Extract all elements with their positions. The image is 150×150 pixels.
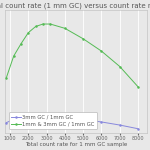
3mm GC / 1mm GC <box>49 116 51 117</box>
3mm GC / 1mm GC <box>42 115 44 117</box>
1mm & 3mm GC / 1mm GC <box>49 23 51 25</box>
3mm GC / 1mm GC <box>119 124 121 126</box>
Line: 1mm & 3mm GC / 1mm GC: 1mm & 3mm GC / 1mm GC <box>6 23 139 87</box>
3mm GC / 1mm GC <box>82 119 84 120</box>
1mm & 3mm GC / 1mm GC <box>119 66 121 68</box>
3mm GC / 1mm GC <box>64 117 66 118</box>
Title: total count rate (1 mm GC) versus count rate ratio: total count rate (1 mm GC) versus count … <box>0 3 150 9</box>
3mm GC / 1mm GC <box>27 116 29 117</box>
Legend: 3mm GC / 1mm GC, 1mm & 3mm GC / 1mm GC: 3mm GC / 1mm GC, 1mm & 3mm GC / 1mm GC <box>9 112 97 129</box>
1mm & 3mm GC / 1mm GC <box>35 26 37 27</box>
3mm GC / 1mm GC <box>20 117 22 118</box>
1mm & 3mm GC / 1mm GC <box>137 86 139 88</box>
3mm GC / 1mm GC <box>6 122 7 123</box>
X-axis label: Total count rate for 1 mm GC sample: Total count rate for 1 mm GC sample <box>25 142 127 147</box>
1mm & 3mm GC / 1mm GC <box>82 38 84 40</box>
3mm GC / 1mm GC <box>13 119 15 120</box>
3mm GC / 1mm GC <box>137 128 139 130</box>
3mm GC / 1mm GC <box>101 121 102 123</box>
1mm & 3mm GC / 1mm GC <box>20 43 22 45</box>
1mm & 3mm GC / 1mm GC <box>13 55 15 57</box>
3mm GC / 1mm GC <box>35 115 37 117</box>
1mm & 3mm GC / 1mm GC <box>101 50 102 52</box>
1mm & 3mm GC / 1mm GC <box>27 32 29 34</box>
1mm & 3mm GC / 1mm GC <box>6 77 7 78</box>
1mm & 3mm GC / 1mm GC <box>42 23 44 25</box>
1mm & 3mm GC / 1mm GC <box>64 27 66 29</box>
Line: 3mm GC / 1mm GC: 3mm GC / 1mm GC <box>6 115 139 129</box>
